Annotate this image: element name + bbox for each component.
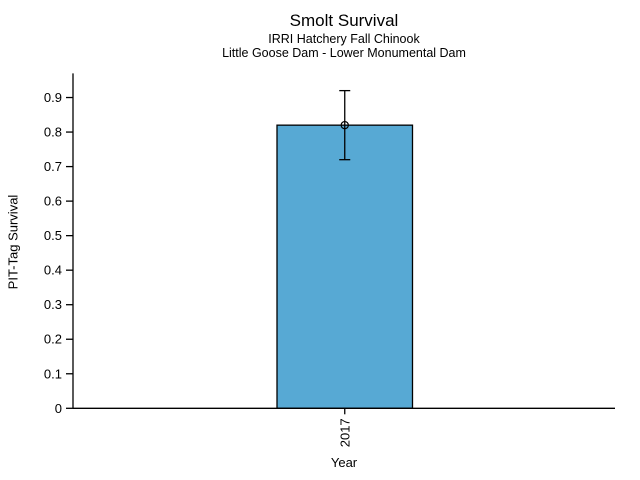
y-tick-label: 0 [55,401,62,416]
y-tick-label: 0.6 [44,194,62,209]
y-axis-title: PIT-Tag Survival [5,194,21,290]
y-tick-label: 0.8 [44,125,62,140]
chart-title: Smolt Survival [289,11,399,30]
y-tick-label: 0.3 [44,297,62,312]
y-tick-label: 0.1 [44,366,62,381]
y-tick-label: 0.7 [44,159,62,174]
bar-2017 [276,124,414,409]
y-tick-label: 0.4 [44,263,62,278]
chart-subtitle-line1: IRRI Hatchery Fall Chinook [268,32,420,46]
x-axis-title: Year [330,455,358,470]
point-marker-circle [340,120,349,130]
y-tick-label: 0.5 [44,228,62,243]
x-tick-label: 2017 [337,418,352,447]
y-tick-label: 0.2 [44,332,62,347]
chart-subtitle-line2: Little Goose Dam - Lower Monumental Dam [222,46,466,60]
y-tick-label: 0.9 [44,90,62,105]
